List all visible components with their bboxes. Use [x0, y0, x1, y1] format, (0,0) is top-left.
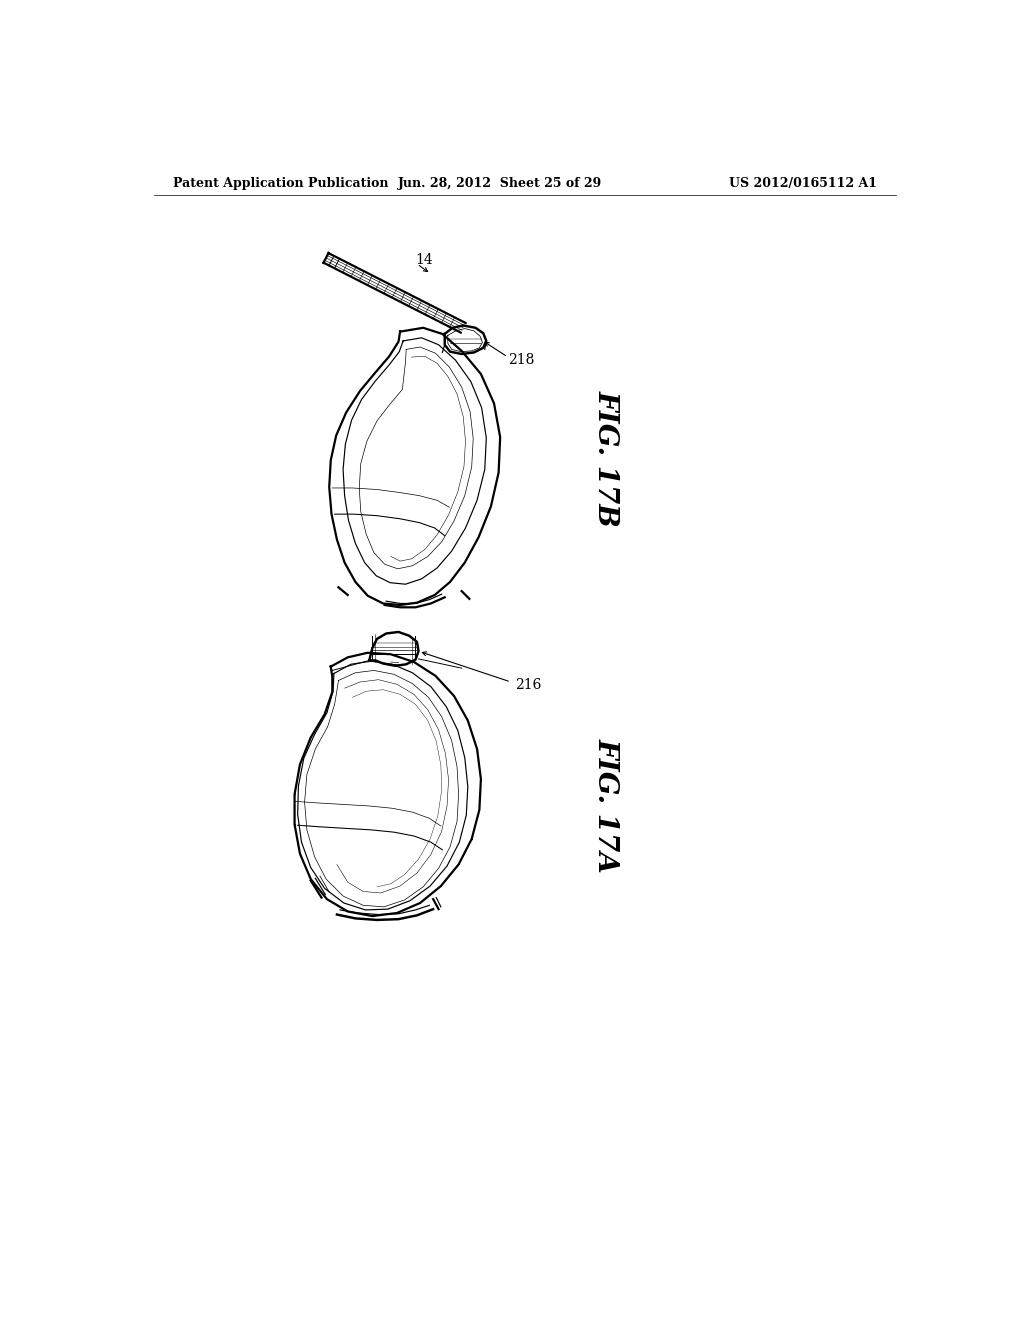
- Text: Patent Application Publication: Patent Application Publication: [173, 177, 388, 190]
- Text: Jun. 28, 2012  Sheet 25 of 29: Jun. 28, 2012 Sheet 25 of 29: [398, 177, 602, 190]
- Text: 218: 218: [508, 354, 535, 367]
- Text: 216: 216: [515, 678, 542, 692]
- Text: US 2012/0165112 A1: US 2012/0165112 A1: [729, 177, 878, 190]
- Text: FIG. 17B: FIG. 17B: [593, 391, 620, 527]
- Text: 14: 14: [416, 253, 433, 267]
- Text: FIG. 17A: FIG. 17A: [593, 738, 620, 873]
